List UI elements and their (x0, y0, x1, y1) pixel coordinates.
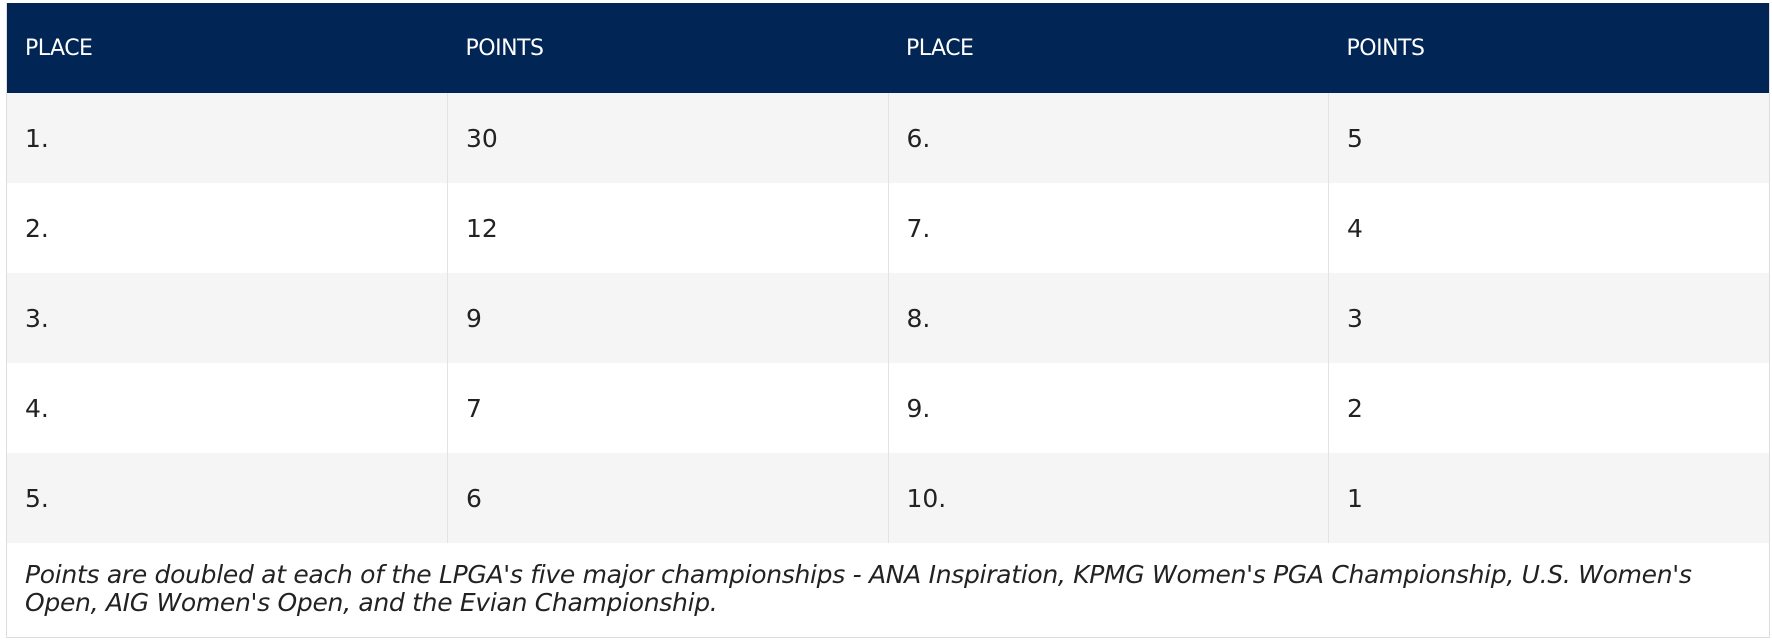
place-cell: 7. (887, 183, 1329, 273)
points-cell: 4 (1328, 183, 1769, 273)
points-table-container: PLACE POINTS PLACE POINTS 1. 30 6. 5 2. 12 7. 4 3. 9… (6, 3, 1770, 638)
points-cell: 30 (447, 93, 888, 183)
place-cell: 1. (7, 93, 448, 183)
table-row: 4. 7 9. 2 (7, 363, 1769, 453)
points-cell: 6 (447, 453, 888, 543)
column-header: PLACE (888, 3, 1329, 93)
column-header: POINTS (1328, 3, 1769, 93)
footnote: Points are doubled at each of the LPGA's… (25, 560, 1692, 617)
points-cell: 7 (447, 363, 888, 453)
column-header: PLACE (7, 3, 448, 93)
place-cell: 8. (887, 273, 1329, 363)
points-cell: 2 (1328, 363, 1769, 453)
table-row: 2. 12 7. 4 (7, 183, 1769, 273)
column-header: POINTS (447, 3, 888, 93)
place-cell: 5. (7, 453, 448, 543)
place-cell: 3. (7, 273, 448, 363)
points-cell: 9 (447, 273, 888, 363)
place-cell: 10. (887, 453, 1329, 543)
points-cell: 12 (447, 183, 888, 273)
points-cell: 1 (1328, 453, 1769, 543)
place-cell: 9. (887, 363, 1329, 453)
table-row: 3. 9 8. 3 (7, 273, 1769, 363)
header-row: PLACE POINTS PLACE POINTS (7, 3, 1769, 93)
points-table: PLACE POINTS PLACE POINTS 1. 30 6. 5 2. 12 7. 4 3. 9… (7, 3, 1769, 543)
table-row: 1. 30 6. 5 (7, 93, 1769, 183)
table-row: 5. 6 10. 1 (7, 453, 1769, 543)
points-cell: 3 (1328, 273, 1769, 363)
place-cell: 6. (887, 93, 1329, 183)
place-cell: 4. (25, 393, 49, 423)
place-cell: 2. (25, 213, 49, 243)
points-cell: 5 (1328, 93, 1769, 183)
